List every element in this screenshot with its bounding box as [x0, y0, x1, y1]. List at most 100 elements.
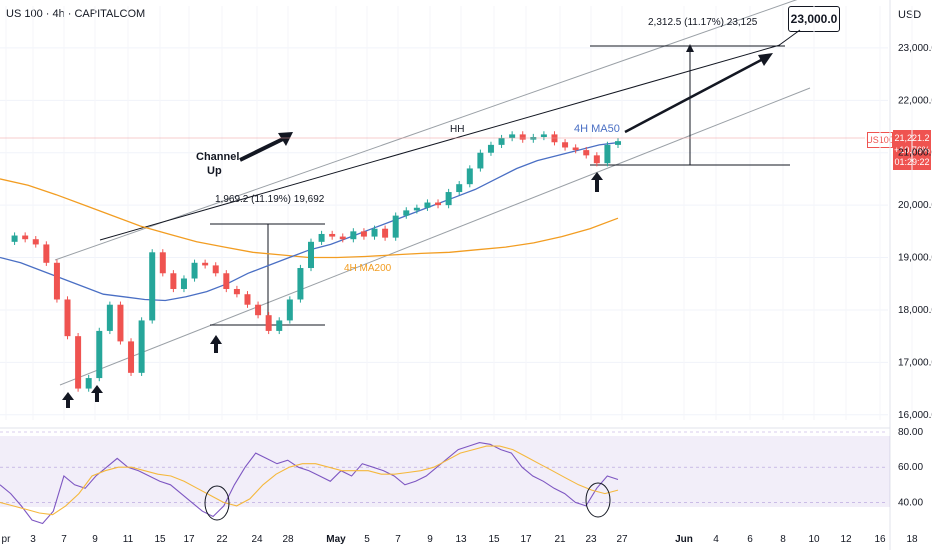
candle-body: [509, 134, 516, 139]
channel-label-line1: Channel: [196, 151, 239, 163]
time-tick: 27: [616, 534, 628, 545]
time-tick: 3: [30, 534, 36, 545]
time-tick: 13: [455, 534, 467, 545]
target-arrow-shaft: [624, 56, 766, 134]
rsi-ma-path: [0, 445, 619, 516]
candle-body: [43, 244, 50, 263]
measure1-label: 1,969.2 (11.19%) 19,692: [215, 194, 325, 205]
channel-label-line2: Up: [207, 165, 222, 177]
candle-body: [445, 192, 452, 206]
candle-body: [244, 294, 251, 305]
candle-body: [318, 233, 325, 242]
time-tick: 21: [554, 534, 566, 545]
target-arrowhead: [758, 53, 773, 66]
time-tick: pr: [2, 534, 12, 545]
candle-body: [498, 138, 505, 145]
candle-body: [593, 155, 600, 164]
candle-body: [265, 315, 272, 331]
ma200-label: 4H MA200: [344, 263, 392, 274]
rsi-panel: 80.00 60.00 40.00: [0, 427, 923, 525]
candle-body: [233, 288, 240, 295]
candle-body: [180, 278, 187, 289]
candle-body: [519, 134, 526, 140]
candle-body: [159, 252, 166, 274]
candle-body: [403, 210, 410, 216]
channel-upper-line: [54, 0, 798, 261]
rsi-tick: 40.00: [898, 497, 923, 508]
up-arrow-4: [591, 172, 603, 192]
candle-body: [350, 231, 357, 240]
rsi-tick: 60.00: [898, 462, 923, 473]
price-tick: 21,000.0: [898, 148, 932, 159]
time-tick: 12: [840, 534, 852, 545]
time-tick: 7: [395, 534, 401, 545]
candle-body: [329, 233, 336, 237]
time-tick: 28: [282, 534, 294, 545]
channel-trend-arrow-shaft: [239, 136, 286, 162]
time-tick: 15: [154, 534, 166, 545]
candle-body: [435, 202, 442, 206]
up-arrow-3: [210, 335, 222, 353]
time-tick: 8: [780, 534, 786, 545]
time-tick: 9: [427, 534, 433, 545]
candle-body: [308, 241, 314, 269]
candle-body: [64, 299, 71, 337]
candle-body: [286, 299, 293, 321]
time-tick: 22: [216, 534, 228, 545]
candle-body: [382, 228, 389, 238]
time-tick: 11: [123, 534, 134, 545]
channel-lower-line: [59, 87, 811, 386]
candle-body: [456, 184, 463, 193]
rsi-circle-1: [204, 485, 230, 521]
rsi-circle-2: [585, 482, 611, 518]
price-tick: 22,000.0: [898, 95, 932, 106]
rsi-tick: 80.00: [898, 427, 923, 438]
price-tick: 17,000.0: [898, 357, 932, 368]
currency-label: USD: [898, 9, 922, 21]
channel-middle-line: [99, 44, 781, 241]
price-tick: 16,000.0: [898, 410, 932, 421]
candle-body: [75, 336, 82, 389]
price-axis[interactable]: 23,000.0 22,000.0 21,000.0 20,000.0 19,000.0…: [889, 0, 932, 550]
measure2-label: 2,312.5 (11.17%) 23,125: [648, 17, 758, 28]
time-tick: 18: [906, 534, 918, 545]
rsi-path: [0, 442, 619, 525]
candle-body: [604, 144, 611, 164]
time-tick: Jun: [675, 534, 693, 545]
candle-body: [117, 304, 124, 342]
candle-body: [276, 320, 283, 331]
candle-body: [562, 142, 569, 148]
candle-body: [360, 231, 367, 237]
candle-body: [530, 137, 537, 140]
candle-body: [149, 252, 156, 321]
price-tick: 19,000.0: [898, 253, 932, 264]
time-tick: 16: [874, 534, 886, 545]
ma50-line: [0, 141, 621, 302]
time-tick: 24: [251, 534, 263, 545]
candle-body: [223, 273, 230, 289]
candle-body: [297, 268, 304, 300]
candle-body: [615, 141, 621, 145]
chart-header: US 100 · 4h · CAPITALCOM: [6, 8, 146, 20]
measure-tools: 1,969.2 (11.19%) 19,692 2,312.5 (11.17%)…: [210, 17, 790, 326]
time-tick: May: [326, 534, 346, 545]
time-tick: 15: [488, 534, 500, 545]
time-axis[interactable]: pr 3 7 9 11 15 17 22 24 28 May 5 7 9 13 15 17 21 23 27 Jun 4 6…: [2, 534, 918, 545]
grid: [0, 6, 913, 420]
measure2-arrowhead: [686, 44, 694, 52]
price-tick: 18,000.0: [898, 305, 932, 316]
time-tick: 17: [183, 534, 195, 545]
candle-body: [487, 144, 494, 153]
hh-label: HH: [450, 124, 464, 135]
price-tick: 23,000.0: [898, 43, 932, 54]
time-tick: 5: [364, 534, 370, 545]
up-arrow-1: [62, 392, 74, 408]
candle-body: [138, 320, 145, 373]
time-tick: 4: [713, 534, 719, 545]
rsi-band: [0, 436, 890, 507]
candle-body: [371, 228, 378, 237]
candle-body: [255, 304, 262, 316]
candle-body: [22, 235, 29, 240]
time-tick: 9: [92, 534, 98, 545]
